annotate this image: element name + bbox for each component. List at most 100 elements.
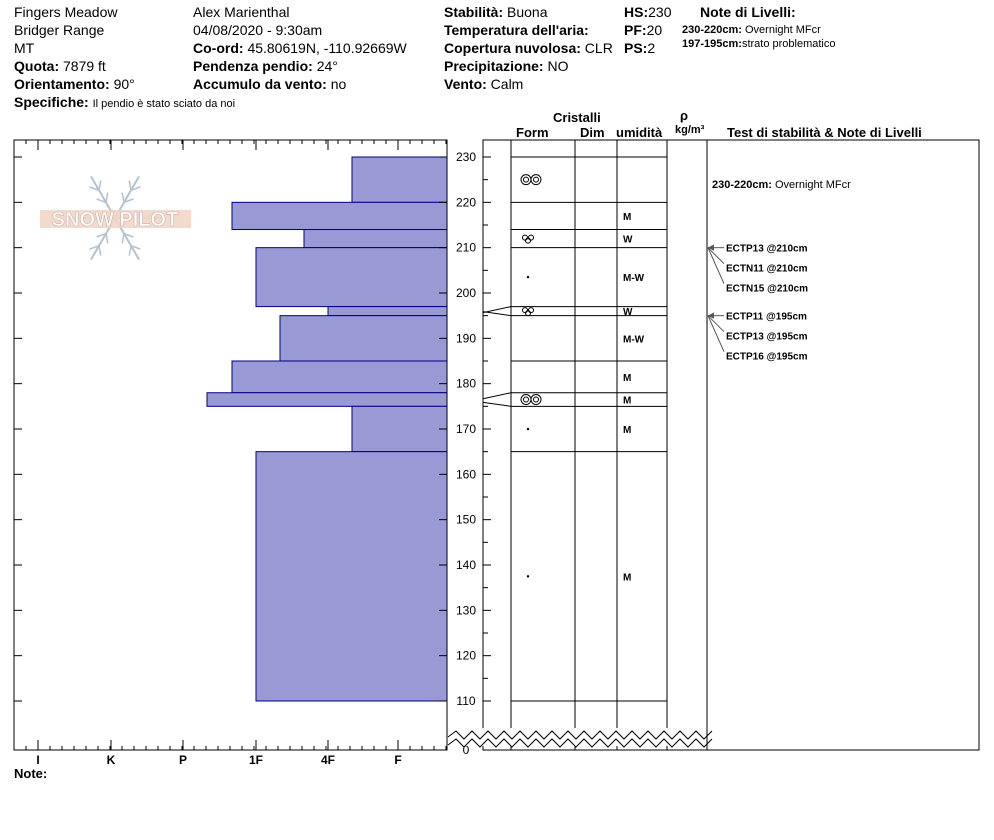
density-header: kg/m³: [675, 124, 705, 136]
wind: Vento: Calm: [444, 76, 523, 92]
layer-connector: [482, 311, 512, 317]
hardness-tick-label: I: [36, 753, 39, 767]
aspect-value: 90°: [113, 76, 135, 92]
rho-header: ρ: [680, 108, 689, 123]
moisture-label: M: [623, 212, 631, 223]
layer-note-range: 197-195cm:: [682, 38, 742, 50]
moisture-labels: M W M-W W M-W M M M M: [623, 212, 645, 583]
range-name: Bridger Range: [14, 22, 105, 38]
hardness-bar: [255, 247, 448, 308]
tests-header: Test di stabilità & Note di Livelli: [727, 125, 922, 140]
wind-load-label: Accumulo da vento:: [193, 76, 327, 92]
location-name: Fingers Meadow: [14, 4, 118, 20]
hardness-bar: [231, 360, 448, 394]
hardness-tick-label: F: [394, 753, 401, 767]
elevation-label: Quota:: [14, 58, 60, 74]
test-pointer: [707, 247, 725, 284]
cloud-value: CLR: [584, 40, 613, 56]
depth-tick-label: 140: [456, 558, 476, 572]
form-header: Form: [516, 125, 549, 140]
layer-connector: [482, 392, 512, 400]
hardness-axis-ticks: [25, 140, 447, 750]
stability-test-label: ECTN15 @210cm: [726, 284, 808, 295]
coordinates: Co-ord: 45.80619N, -110.92669W: [193, 40, 407, 56]
slope-label: Pendenza pendio:: [193, 58, 313, 74]
precip-label: Precipitazione:: [444, 58, 544, 74]
layer-note-range: 230-220cm:: [682, 24, 742, 36]
stability: Stabilità: Buona: [444, 4, 548, 20]
depth-axis: 0 110 120 130 140 150 160 170 180 190 200 210 220 230: [14, 150, 491, 757]
chart-layer-note: 230-220cm: Overnight MFcr: [712, 179, 851, 191]
hardness-tick-label: 4F: [321, 753, 335, 767]
hardness-bar: [327, 306, 448, 317]
layer-note: 197-195cm:strato problematico: [682, 38, 835, 50]
stability-test-label: ECTP13 @210cm: [726, 244, 808, 255]
depth-tick-label: 170: [456, 422, 476, 436]
air-temp-label: Temperatura dell'aria:: [444, 22, 589, 38]
elevation: Quota: 7879 ft: [14, 58, 106, 74]
slope: Pendenza pendio: 24°: [193, 58, 338, 74]
moisture-label: W: [623, 307, 633, 318]
wind-loading: Accumulo da vento: no: [193, 76, 346, 92]
depth-tick-label: 210: [456, 241, 476, 255]
layer-boundary-lines: [482, 156, 667, 702]
snowflake-logo-icon: SNOW PILOT: [40, 175, 191, 261]
note-label: Note:: [14, 766, 48, 781]
layer-note-text: strato problematico: [741, 38, 836, 50]
stability-test-label: ECTN11 @210cm: [726, 264, 808, 275]
layer-note: 230-220cm: Overnight MFcr: [682, 24, 821, 36]
wind-value: Calm: [490, 76, 524, 92]
ps-label: PS:: [624, 40, 648, 56]
moisture-label: W: [623, 235, 633, 246]
layer-notes-title: Note di Livelli:: [700, 4, 796, 20]
elevation-value: 7879 ft: [63, 58, 106, 74]
specifics: Specifiche: Il pendio è stato sciato da …: [14, 94, 235, 110]
moisture-header: umidità: [616, 125, 663, 140]
moisture-label: M: [623, 396, 631, 407]
crystals-header: Cristalli: [553, 110, 601, 125]
axis-break-zigzag: [447, 738, 713, 748]
crystals-frame: [482, 139, 708, 751]
size-header: Dim: [580, 125, 605, 140]
stability-label: Stabilità:: [444, 4, 504, 20]
stability-test-label: ECTP11 @195cm: [726, 312, 807, 323]
stability-value: Buona: [507, 4, 548, 20]
test-pointer: [707, 315, 725, 352]
specifics-label: Specifiche:: [14, 94, 89, 110]
hardness-tick-label: 1F: [249, 753, 263, 767]
moisture-label: M: [623, 572, 631, 583]
depth-tick-label: 130: [456, 603, 476, 617]
depth-tick-label: 110: [456, 694, 475, 708]
moisture-label: M-W: [623, 334, 645, 345]
hs-label: HS:: [624, 4, 649, 20]
pf-value: 20: [646, 22, 663, 38]
tests-frame: [706, 139, 980, 751]
layer-note-text: Overnight MFcr: [745, 24, 821, 36]
faceted-crystal-icon: [522, 307, 534, 317]
wind-load-value: no: [330, 76, 347, 92]
hardness-bar: [303, 229, 448, 249]
ps: PS:2: [624, 40, 655, 56]
pf-label: PF:: [624, 22, 647, 38]
cloud-label: Copertura nuvolosa:: [444, 40, 581, 56]
coord-value: 45.80619N, -110.92669W: [247, 40, 407, 56]
logo-text: SNOW PILOT: [52, 209, 179, 231]
hardness-bar: [231, 201, 448, 231]
axis-break-zigzag: [447, 730, 713, 740]
depth-tick-label: 0: [463, 743, 470, 757]
layer-connector: [482, 401, 512, 407]
hardness-axis-labels: I K P 1F 4F F: [36, 753, 401, 767]
grain-dot-icon: [526, 427, 530, 431]
coord-label: Co-ord:: [193, 40, 244, 56]
aspect-label: Orientamento:: [14, 76, 110, 92]
observer: Alex Marienthal: [193, 4, 290, 20]
faceted-crystal-icon: [522, 234, 534, 244]
depth-tick-label: 200: [456, 286, 476, 300]
hardness-bar: [351, 156, 448, 203]
datetime: 04/08/2020 - 9:30am: [193, 22, 323, 38]
grain-dot-icon: [526, 575, 530, 578]
hardness-bar: [255, 451, 448, 702]
stability-test-label: ECTP16 @195cm: [726, 352, 808, 363]
cloud-cover: Copertura nuvolosa: CLR: [444, 40, 613, 56]
hardness-bar: [279, 315, 448, 362]
